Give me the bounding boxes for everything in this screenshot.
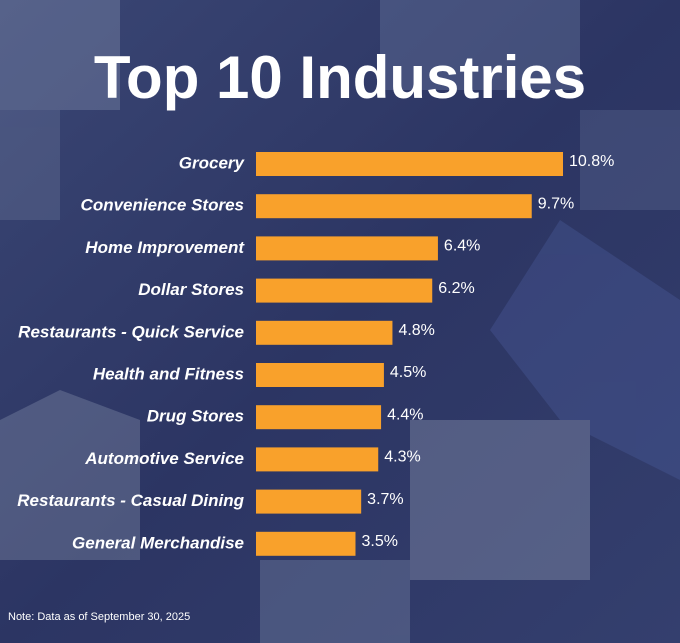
category-label: Restaurants - Quick Service [18, 322, 244, 341]
category-label: Dollar Stores [138, 280, 244, 299]
chart-title: Top 10 Industries [94, 44, 586, 111]
value-label: 4.4% [387, 406, 423, 423]
value-label: 6.2% [438, 280, 474, 297]
value-label: 4.3% [384, 449, 420, 466]
bar [256, 489, 362, 514]
category-label: Drug Stores [147, 407, 244, 426]
category-label: Convenience Stores [81, 196, 244, 215]
value-label: 3.7% [367, 491, 403, 508]
category-label: Restaurants - Casual Dining [17, 491, 244, 510]
bar [256, 531, 356, 556]
bar [256, 236, 438, 261]
bar [256, 320, 393, 345]
bar [256, 194, 532, 219]
value-label: 4.5% [390, 364, 426, 381]
bar [256, 278, 433, 303]
category-label: Grocery [179, 153, 246, 172]
note: Note: Data as of September 30, 2025 [8, 611, 190, 623]
value-label: 6.4% [444, 238, 480, 255]
value-label: 4.8% [398, 322, 434, 339]
value-label: 9.7% [538, 195, 574, 212]
bar [256, 447, 379, 472]
category-label: Health and Fitness [93, 364, 244, 383]
value-label: 3.5% [361, 533, 397, 550]
bar [256, 363, 384, 387]
bar [256, 405, 382, 430]
category-label: Home Improvement [85, 238, 245, 257]
category-label: General Merchandise [72, 533, 244, 552]
value-label: 10.8% [569, 153, 614, 170]
category-label: Automotive Service [84, 449, 244, 468]
bar [256, 152, 563, 176]
